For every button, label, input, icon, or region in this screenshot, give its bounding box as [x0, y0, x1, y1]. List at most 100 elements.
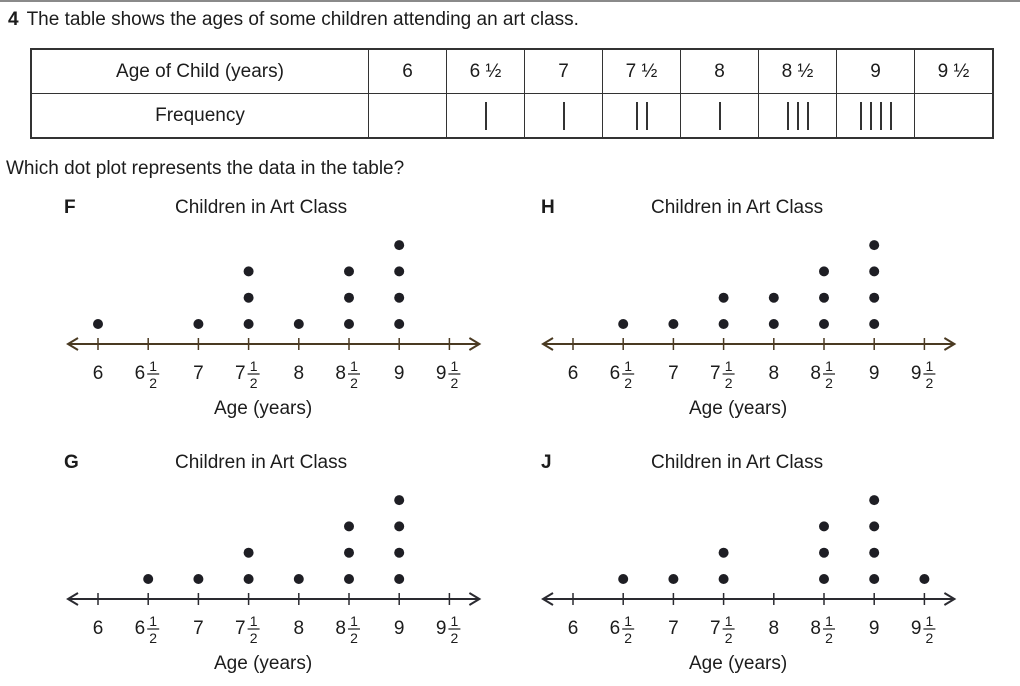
axis-arrow-left	[541, 592, 554, 606]
tick-label-denominator: 2	[926, 630, 934, 646]
tick-label-whole: 6	[610, 363, 621, 384]
tick-label: 9 12	[436, 358, 461, 391]
data-dot	[718, 547, 729, 558]
tick-label-denominator: 2	[451, 375, 459, 391]
tick-label: 9	[394, 363, 405, 384]
data-dot	[243, 319, 254, 329]
tick-label-numerator: 1	[926, 358, 934, 374]
tick-label-numerator: 1	[250, 613, 258, 629]
tick-label-numerator: 1	[451, 613, 459, 629]
plot-svg: 6 6 12 7 7 12 8 8 12 9 9 12	[541, 240, 957, 391]
axis-arrow-right	[943, 337, 957, 351]
tick-label-numerator: 1	[250, 358, 258, 374]
x-axis-label: Age (years)	[214, 398, 313, 419]
data-dot	[919, 574, 930, 584]
data-dot	[394, 574, 405, 584]
tally-mark	[859, 101, 862, 130]
question-number: 4	[8, 9, 19, 30]
tick-label-whole: 8	[810, 618, 821, 639]
tick-label-denominator: 2	[725, 375, 733, 391]
option-letter: G	[64, 452, 79, 473]
tick-label: 6 12	[610, 358, 635, 391]
data-dot	[344, 547, 354, 558]
tally-cell	[680, 93, 759, 139]
tick-label-whole: 6	[135, 363, 146, 384]
tick-label-numerator: 1	[149, 358, 157, 374]
option-letter: J	[541, 452, 552, 473]
tick-label: 6	[93, 618, 104, 639]
data-dot	[718, 574, 729, 584]
axis-arrow-left	[541, 337, 554, 351]
data-dot	[618, 319, 629, 329]
tick-label: 7 12	[710, 358, 735, 391]
tick-label-numerator: 1	[624, 358, 632, 374]
tick-label-whole: 6	[610, 618, 621, 639]
option-letter: F	[64, 197, 76, 218]
tick-label-numerator: 1	[825, 613, 833, 629]
data-dot	[869, 240, 880, 251]
tick-label: 6	[568, 618, 579, 639]
age-cell: 8 ½	[758, 48, 837, 94]
tally-marks	[783, 101, 813, 130]
plot-svg: 6 6 12 7 7 12 8 8 12 9 9 12	[541, 495, 957, 646]
tick-label-whole: 8	[335, 363, 346, 384]
data-dot	[344, 266, 354, 277]
tick-label: 8	[769, 618, 780, 639]
data-dot	[869, 266, 880, 277]
tick-label: 9 12	[911, 613, 936, 646]
tally-marks	[715, 101, 725, 130]
age-cell: 8	[680, 48, 759, 94]
data-dot	[819, 292, 829, 303]
tick-label: 8	[769, 363, 780, 384]
tick-label: 8	[294, 363, 305, 384]
data-dot	[819, 521, 829, 532]
tally-marks	[856, 101, 896, 130]
age-header: Age of Child (years)	[30, 48, 369, 94]
tick-label: 8 12	[810, 613, 835, 646]
data-dot	[344, 574, 354, 584]
tick-label-whole: 7	[235, 363, 246, 384]
tally-marks	[481, 101, 491, 130]
tick-label-numerator: 1	[725, 613, 733, 629]
tally-mark	[645, 101, 648, 130]
data-dot	[394, 495, 405, 506]
tick-label-denominator: 2	[725, 630, 733, 646]
x-axis-label: Age (years)	[214, 653, 313, 674]
tick-label-whole: 9	[911, 618, 922, 639]
data-dot	[243, 574, 254, 584]
tick-label-numerator: 1	[725, 358, 733, 374]
tally-mark	[786, 101, 789, 130]
tally-mark	[869, 101, 872, 130]
tick-label-whole: 6	[135, 618, 146, 639]
tick-label-whole: 9	[436, 618, 447, 639]
tick-label: 8	[294, 618, 305, 639]
tick-label: 8 12	[810, 358, 835, 391]
tick-label-denominator: 2	[825, 630, 833, 646]
data-dot	[394, 292, 405, 303]
tick-label-whole: 7	[710, 363, 721, 384]
tick-label-numerator: 1	[350, 613, 358, 629]
tick-label-whole: 7	[235, 618, 246, 639]
tally-cell	[446, 93, 525, 139]
tick-label-denominator: 2	[926, 375, 934, 391]
chart-title: Children in Art Class	[651, 197, 824, 218]
tick-label: 7	[193, 618, 204, 639]
tick-label-denominator: 2	[624, 375, 632, 391]
tick-label: 9	[394, 618, 405, 639]
plot-svg: 6 6 12 7 7 12 8 8 12 9 9 12	[66, 240, 482, 391]
tick-label: 9	[869, 363, 880, 384]
data-dot	[193, 319, 204, 329]
axis-arrow-left	[66, 337, 79, 351]
chart-title: Children in Art Class	[651, 452, 824, 473]
tally-mark	[718, 101, 721, 130]
question: 4 The table shows the ages of some childr…	[8, 9, 579, 31]
data-dot	[293, 574, 304, 584]
data-dot	[394, 266, 405, 277]
tick-label-denominator: 2	[250, 375, 258, 391]
data-dot	[394, 547, 405, 558]
tally-mark	[484, 101, 487, 130]
